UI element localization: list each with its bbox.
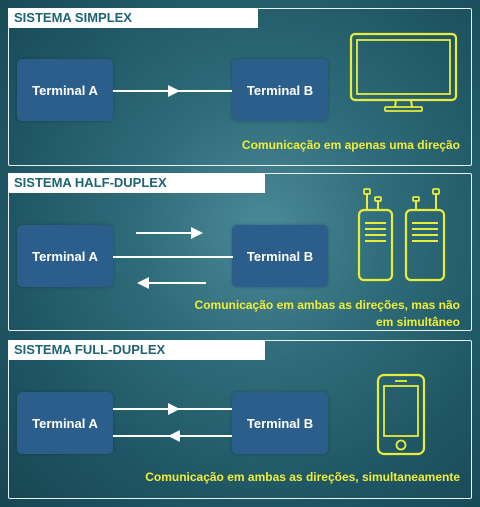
- half-duplex-arrow-right: [136, 227, 203, 239]
- half-duplex-panel: SISTEMA HALF-DUPLEX: [8, 173, 472, 331]
- monitor-icon: [349, 32, 458, 112]
- simplex-arrow-right: [113, 85, 232, 97]
- half-duplex-terminal-b: Terminal B: [232, 225, 328, 287]
- half-duplex-terminal-a: Terminal A: [17, 225, 113, 287]
- half-duplex-title: SISTEMA HALF-DUPLEX: [8, 173, 265, 193]
- half-duplex-caption: Comunicação em ambas as direções, mas nã…: [195, 297, 460, 331]
- full-duplex-title: SISTEMA FULL-DUPLEX: [8, 340, 265, 360]
- full-duplex-panel: SISTEMA FULL-DUPLEX: [8, 340, 472, 499]
- full-duplex-terminal-a: Terminal A: [17, 392, 113, 454]
- walkie-talkie-icon: [357, 188, 446, 282]
- simplex-caption: Comunicação em apenas uma direção: [241, 138, 460, 152]
- full-duplex-terminal-b: Terminal B: [232, 392, 328, 454]
- smartphone-icon: [376, 373, 426, 456]
- full-duplex-arrow-right: [113, 403, 232, 415]
- full-duplex-caption: Comunicação em ambas as direções, simult…: [145, 470, 460, 484]
- simplex-panel: SISTEMA SIMPLEX: [8, 8, 472, 166]
- half-duplex-caption-line1: Comunicação em ambas as direções, mas nã…: [194, 298, 460, 312]
- full-duplex-arrow-left: [113, 430, 232, 442]
- half-duplex-channel-line: [113, 256, 233, 258]
- half-duplex-caption-line2: em simultâneo: [375, 315, 460, 329]
- simplex-title: SISTEMA SIMPLEX: [8, 8, 258, 28]
- half-duplex-arrow-left: [137, 277, 206, 289]
- simplex-terminal-a: Terminal A: [17, 59, 113, 121]
- simplex-terminal-b: Terminal B: [232, 59, 328, 121]
